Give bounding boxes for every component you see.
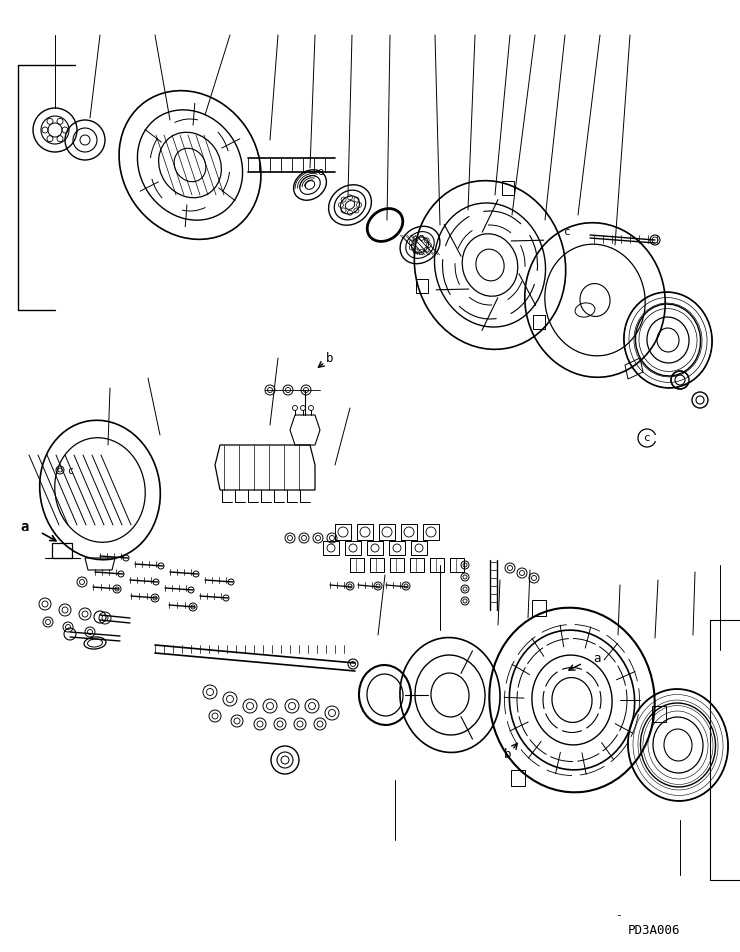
Text: b: b — [504, 748, 512, 762]
Text: c: c — [67, 466, 73, 476]
Text: c: c — [644, 433, 650, 443]
Text: a: a — [593, 651, 601, 664]
Text: -: - — [615, 910, 622, 920]
Text: PD3A006: PD3A006 — [628, 923, 680, 937]
Text: e: e — [317, 167, 323, 177]
Text: b: b — [326, 351, 334, 365]
Text: a: a — [21, 520, 29, 534]
Text: c: c — [564, 227, 571, 237]
